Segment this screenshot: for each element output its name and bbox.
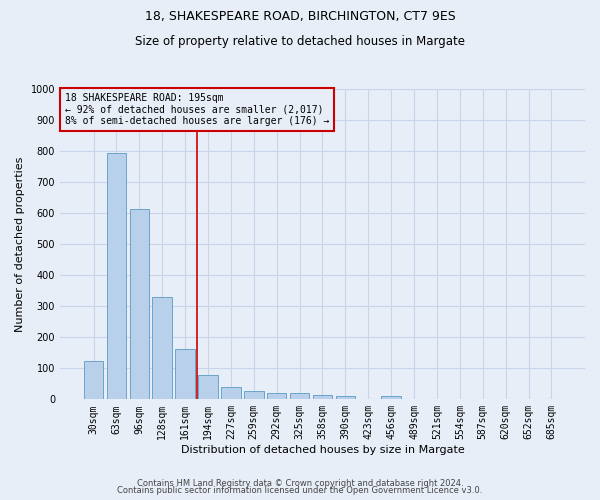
Bar [382, 396, 401, 400]
Bar [244, 391, 263, 400]
Bar [267, 392, 286, 400]
Bar [84, 360, 103, 400]
Bar [313, 394, 332, 400]
Bar [107, 153, 126, 400]
Bar [175, 349, 195, 400]
Bar [198, 374, 218, 400]
Text: Contains HM Land Registry data © Crown copyright and database right 2024.: Contains HM Land Registry data © Crown c… [137, 478, 463, 488]
X-axis label: Distribution of detached houses by size in Margate: Distribution of detached houses by size … [181, 445, 464, 455]
Text: 18 SHAKESPEARE ROAD: 195sqm
← 92% of detached houses are smaller (2,017)
8% of s: 18 SHAKESPEARE ROAD: 195sqm ← 92% of det… [65, 92, 329, 126]
Bar [290, 393, 309, 400]
Bar [130, 209, 149, 400]
Text: 18, SHAKESPEARE ROAD, BIRCHINGTON, CT7 9ES: 18, SHAKESPEARE ROAD, BIRCHINGTON, CT7 9… [145, 10, 455, 23]
Text: Size of property relative to detached houses in Margate: Size of property relative to detached ho… [135, 35, 465, 48]
Bar [335, 396, 355, 400]
Bar [152, 297, 172, 400]
Bar [221, 387, 241, 400]
Text: Contains public sector information licensed under the Open Government Licence v3: Contains public sector information licen… [118, 486, 482, 495]
Y-axis label: Number of detached properties: Number of detached properties [15, 156, 25, 332]
